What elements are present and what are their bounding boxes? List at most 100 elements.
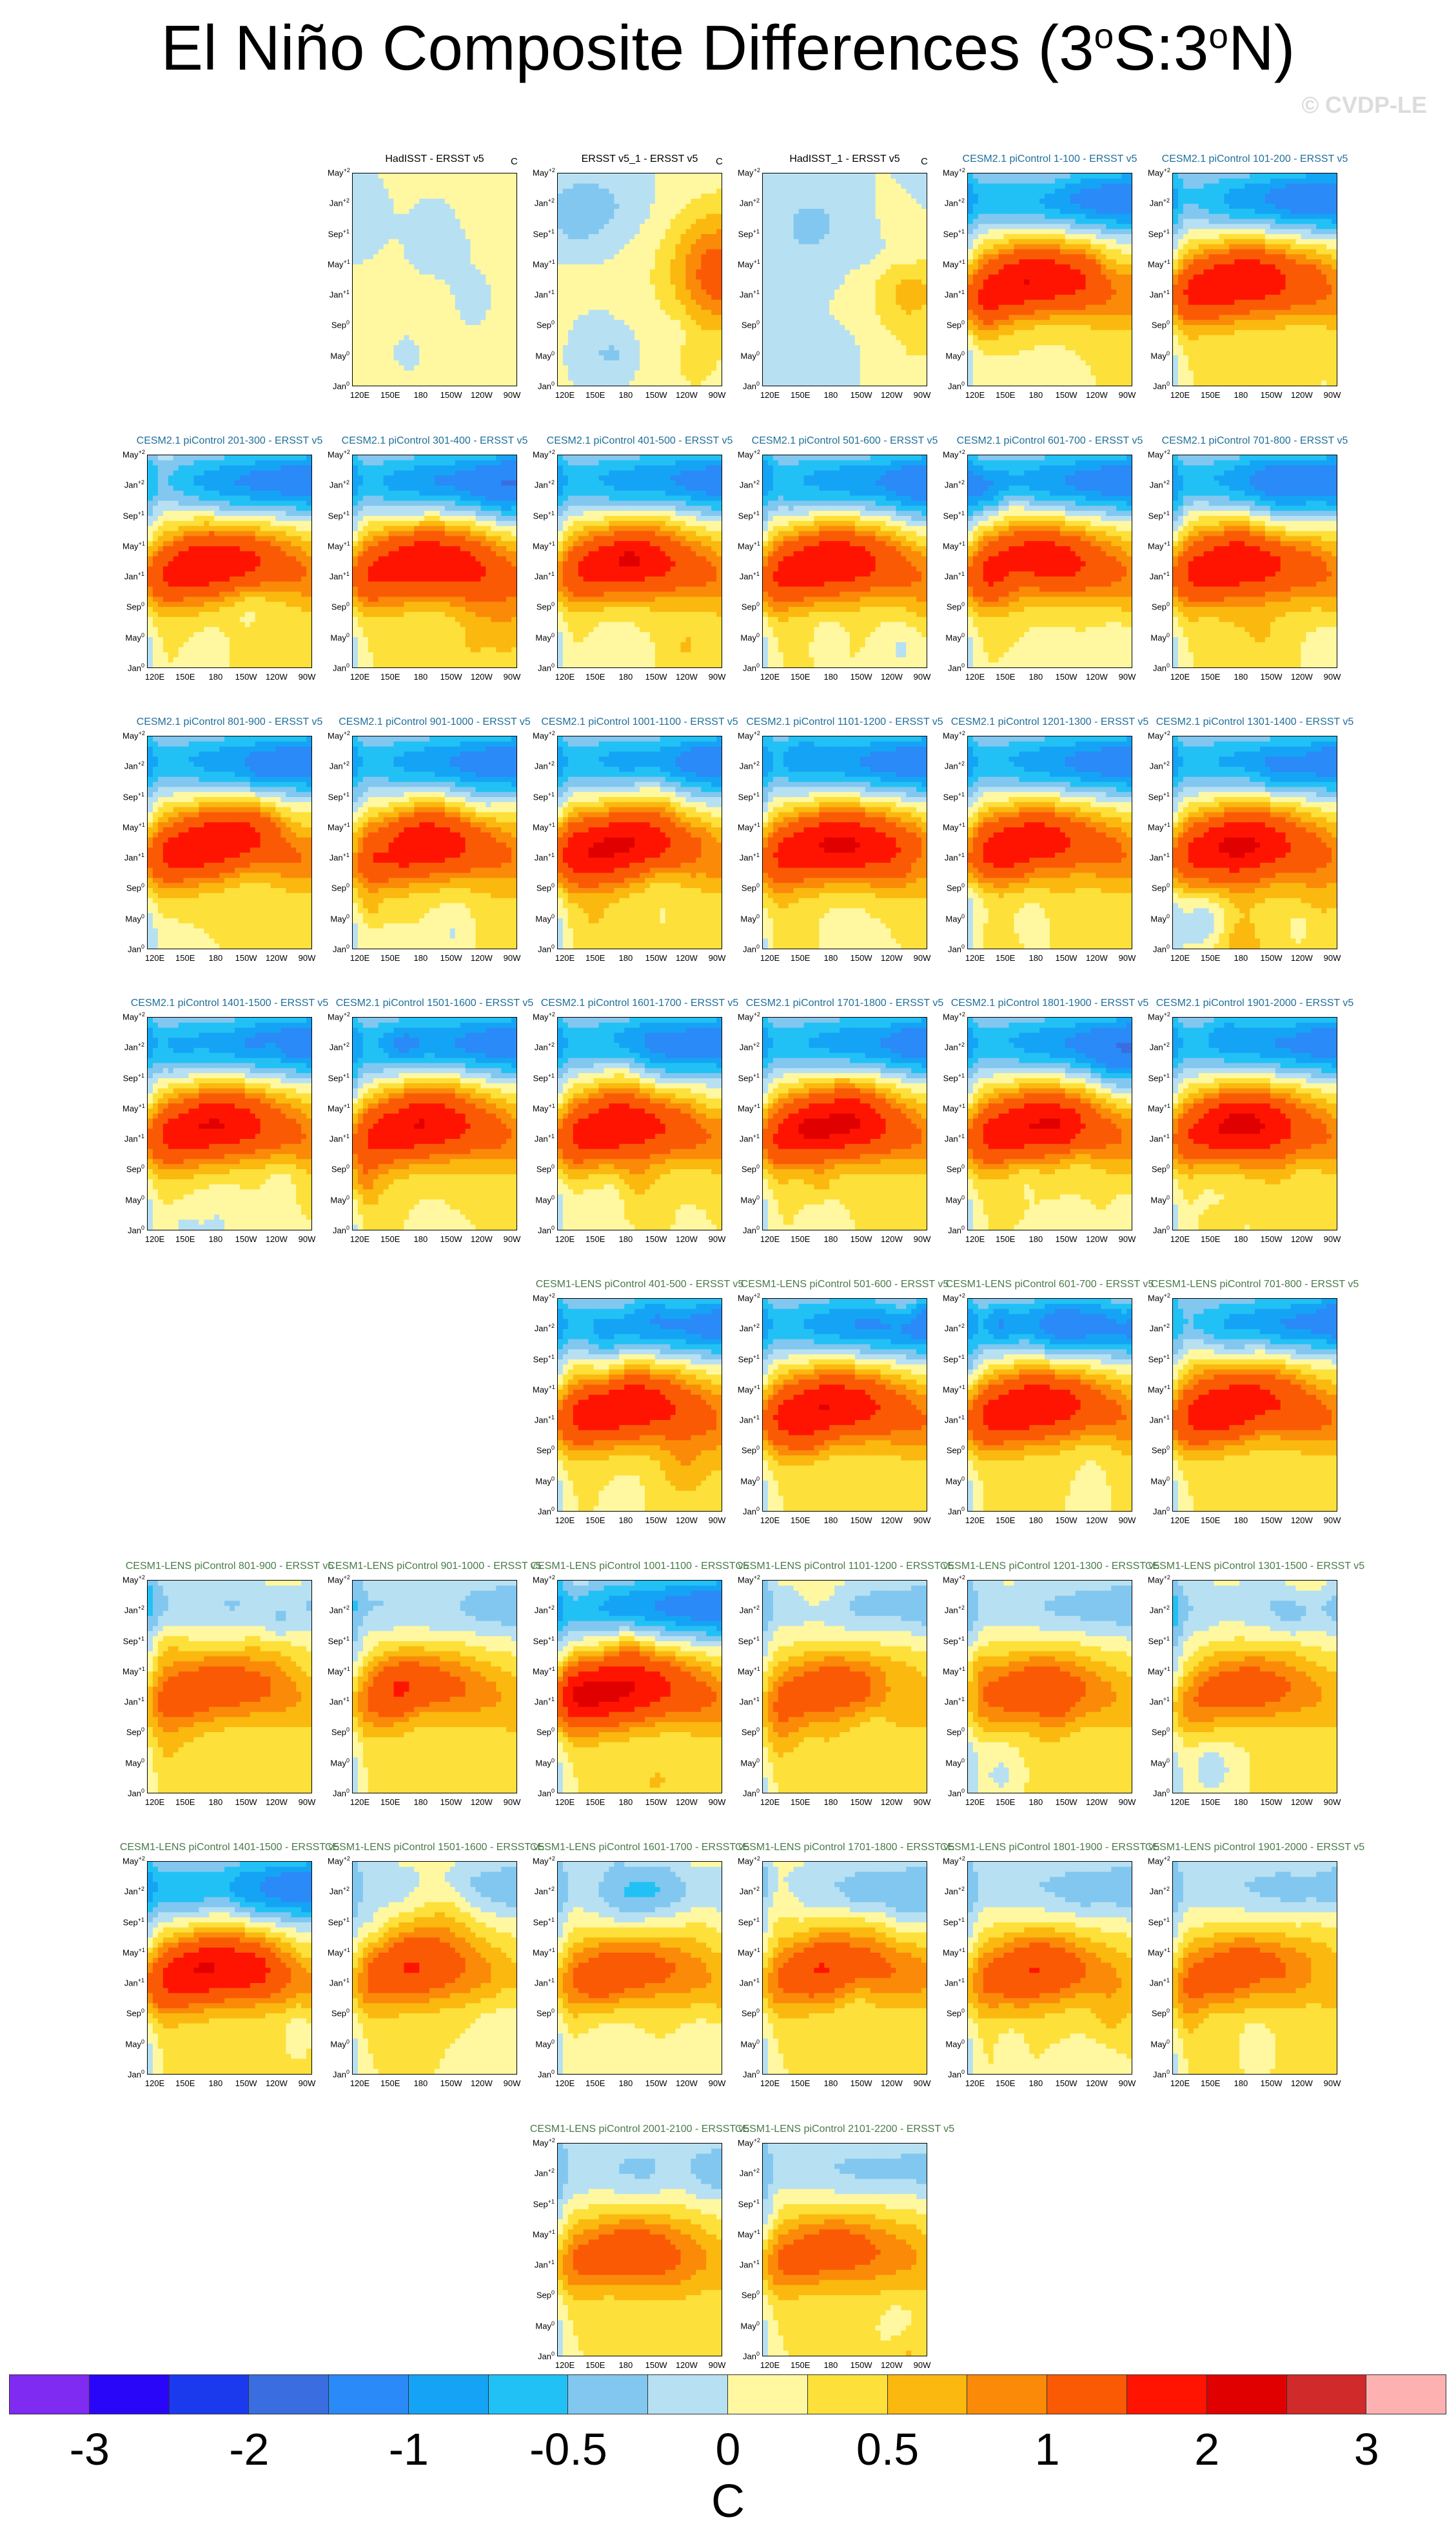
heatmap-cell	[798, 193, 805, 199]
heatmap-cell	[885, 219, 892, 224]
heatmap-cell	[1121, 249, 1127, 255]
heatmap-cell	[470, 380, 477, 386]
heatmap-cell	[357, 193, 364, 199]
heatmap-cell	[624, 380, 630, 386]
heatmap-cell	[486, 360, 491, 366]
heatmap-cell	[409, 264, 415, 270]
heatmap-cell	[496, 365, 502, 371]
heatmap-cell	[619, 183, 625, 190]
heatmap-cell	[578, 325, 584, 331]
heatmap-cell	[362, 188, 369, 194]
heatmap-cell	[629, 310, 635, 315]
heatmap-cell	[501, 244, 507, 250]
heatmap-cell	[480, 310, 486, 315]
heatmap-cell	[409, 345, 415, 351]
heatmap-cell	[978, 264, 984, 270]
heatmap-cell	[885, 370, 892, 376]
heatmap-cell	[635, 254, 640, 260]
heatmap-cell	[558, 219, 564, 224]
heatmap-cell	[583, 233, 589, 240]
heatmap-cell	[393, 310, 400, 315]
heatmap-cell	[660, 173, 666, 179]
x-tick-label: 90W	[914, 390, 931, 400]
heatmap-cell	[1045, 304, 1050, 311]
heatmap-cell	[1034, 274, 1040, 281]
heatmap-cell	[875, 233, 881, 240]
heatmap-cell	[506, 290, 512, 295]
heatmap-cell	[896, 279, 901, 285]
heatmap-cell	[890, 304, 896, 311]
heatmap-cell	[644, 188, 651, 194]
heatmap-cell	[1116, 249, 1122, 255]
heatmap-cell	[624, 365, 630, 371]
heatmap-cell	[562, 375, 569, 381]
heatmap-cell	[798, 294, 805, 301]
heatmap-cell	[353, 290, 359, 295]
heatmap-cell	[701, 178, 707, 184]
heatmap-cell	[834, 183, 840, 190]
heatmap-cell	[890, 193, 896, 199]
heatmap-cell	[993, 178, 999, 184]
heatmap-cell	[880, 299, 887, 306]
heatmap-cell	[439, 320, 446, 326]
heatmap-cell	[475, 244, 482, 250]
heatmap-cell	[470, 259, 477, 265]
heatmap-cell	[865, 320, 871, 326]
heatmap-cell	[711, 304, 717, 311]
heatmap-cell	[814, 355, 820, 361]
heatmap-cell	[906, 239, 912, 245]
heatmap-cell	[1003, 269, 1010, 275]
heatmap-cell	[644, 264, 651, 270]
heatmap-cell	[480, 233, 486, 240]
heatmap-cell	[578, 360, 584, 366]
x-tick-label: 150W	[645, 390, 667, 400]
heatmap-cell	[711, 380, 717, 386]
heatmap-cell	[1014, 233, 1019, 240]
heatmap-cell	[475, 204, 482, 210]
heatmap-cell	[419, 178, 425, 184]
heatmap-cell	[480, 193, 486, 199]
heatmap-cell	[644, 224, 651, 230]
heatmap-cell	[993, 188, 999, 194]
heatmap-cell	[696, 254, 702, 260]
heatmap-cell	[640, 350, 645, 356]
heatmap-cell	[393, 239, 400, 245]
heatmap-cell	[567, 193, 574, 199]
heatmap-cell	[460, 345, 466, 351]
x-tick-label: 120W	[881, 390, 903, 400]
heatmap-cell	[644, 178, 651, 184]
heatmap-cell	[660, 213, 666, 220]
heatmap-cell	[435, 279, 440, 285]
heatmap-cell	[598, 355, 605, 361]
heatmap-cell	[624, 229, 630, 235]
heatmap-cell	[993, 208, 999, 215]
heatmap-cell	[998, 199, 1005, 204]
heatmap-cell	[475, 340, 482, 346]
heatmap-cell	[368, 355, 374, 361]
heatmap-cell	[470, 294, 477, 301]
heatmap-cell	[640, 304, 645, 311]
heatmap-cell	[834, 259, 840, 265]
y-tick-label: May0	[328, 350, 349, 360]
heatmap-cell	[593, 284, 600, 290]
heatmap-cell	[604, 233, 609, 240]
heatmap-cell	[680, 360, 687, 366]
heatmap-cell	[567, 249, 574, 255]
heatmap-cell	[378, 239, 384, 245]
heatmap-cell	[619, 320, 625, 326]
heatmap-cell	[649, 178, 656, 184]
heatmap-cell	[578, 375, 584, 381]
heatmap-cell	[419, 199, 425, 204]
heatmap-cell	[619, 204, 625, 210]
heatmap-cell	[419, 274, 425, 281]
heatmap-cell	[778, 274, 784, 281]
heatmap-cell	[455, 335, 461, 341]
heatmap-cell	[470, 290, 477, 295]
heatmap-cell	[1090, 193, 1097, 199]
heatmap-cell	[435, 330, 440, 336]
heatmap-cell	[435, 219, 440, 224]
heatmap-cell	[404, 345, 409, 351]
heatmap-cell	[614, 188, 620, 194]
heatmap-cell	[353, 350, 359, 356]
heatmap-cell	[798, 204, 805, 210]
